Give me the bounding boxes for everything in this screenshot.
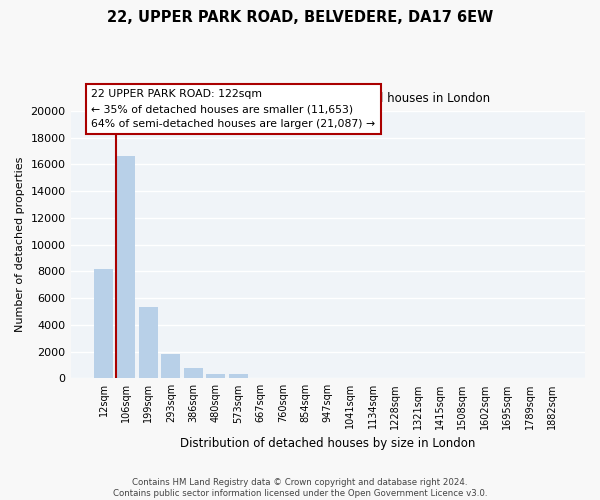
Bar: [206, 374, 225, 378]
Text: 22 UPPER PARK ROAD: 122sqm
← 35% of detached houses are smaller (11,653)
64% of : 22 UPPER PARK ROAD: 122sqm ← 35% of deta…: [91, 90, 375, 129]
Text: Contains HM Land Registry data © Crown copyright and database right 2024.
Contai: Contains HM Land Registry data © Crown c…: [113, 478, 487, 498]
Bar: [161, 354, 180, 378]
Bar: [116, 156, 136, 378]
Bar: [184, 368, 203, 378]
Y-axis label: Number of detached properties: Number of detached properties: [15, 157, 25, 332]
Bar: [229, 374, 248, 378]
Title: Size of property relative to detached houses in London: Size of property relative to detached ho…: [166, 92, 490, 106]
Bar: [94, 268, 113, 378]
Text: 22, UPPER PARK ROAD, BELVEDERE, DA17 6EW: 22, UPPER PARK ROAD, BELVEDERE, DA17 6EW: [107, 10, 493, 25]
X-axis label: Distribution of detached houses by size in London: Distribution of detached houses by size …: [180, 437, 475, 450]
Bar: [139, 308, 158, 378]
